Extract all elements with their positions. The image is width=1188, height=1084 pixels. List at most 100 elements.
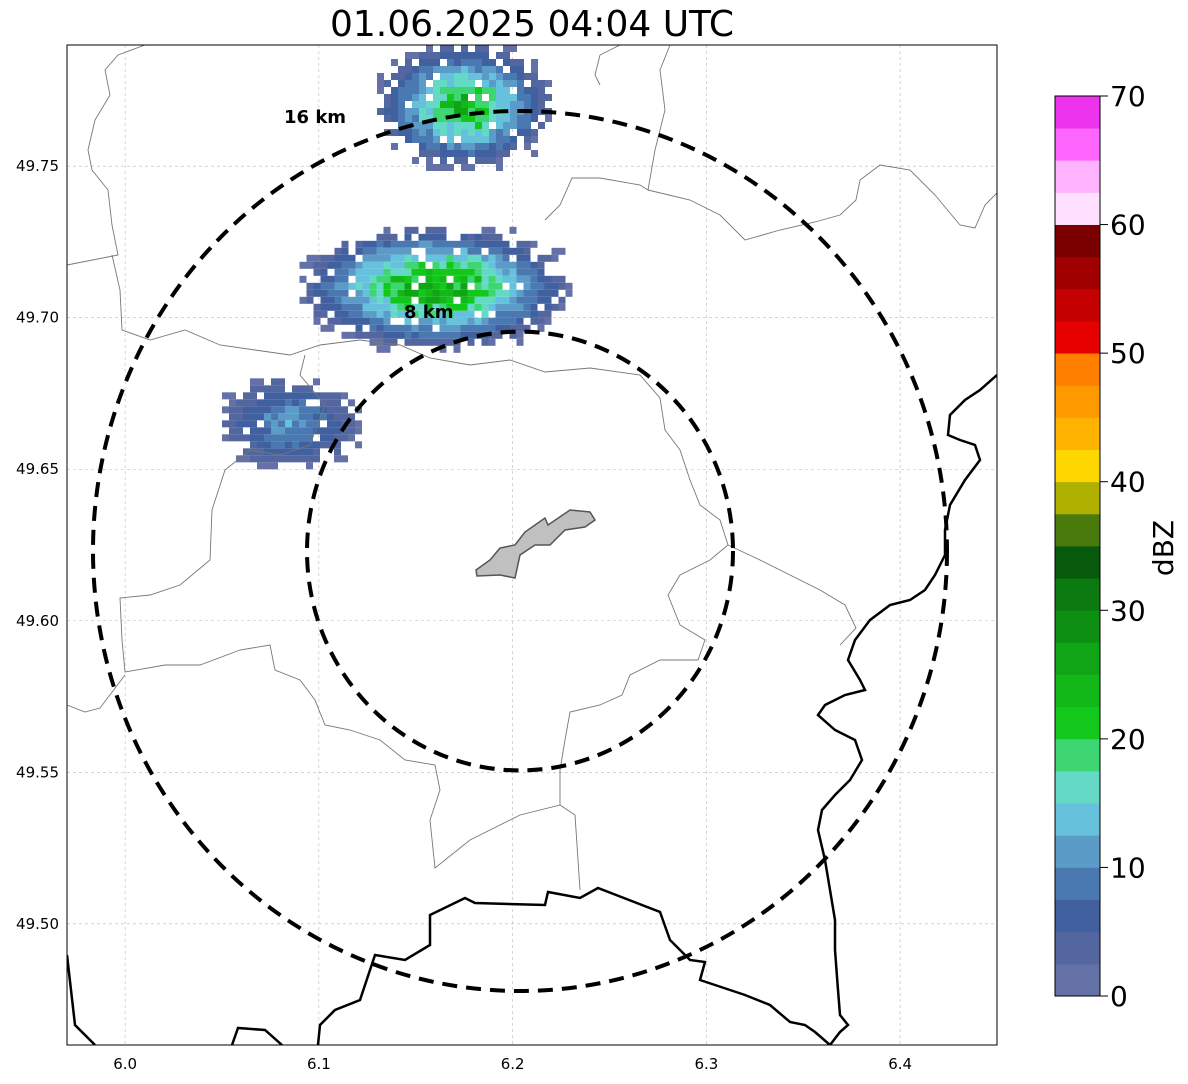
echo-pixel	[222, 420, 229, 428]
echo-pixel	[510, 108, 517, 115]
colorbar-segment	[1055, 706, 1100, 740]
echo-pixel	[362, 331, 370, 339]
echo-pixel	[482, 122, 489, 129]
echo-pixel	[468, 80, 475, 87]
echo-pixel	[362, 303, 370, 311]
echo-pixel	[468, 129, 475, 136]
echo-pixel	[292, 427, 299, 435]
echo-pixel	[523, 310, 531, 318]
echo-pixel	[440, 66, 447, 73]
echo-pixel	[502, 268, 510, 276]
echo-pixel	[264, 462, 271, 470]
echo-pixel	[264, 420, 271, 428]
echo-pixel	[405, 80, 412, 87]
echo-pixel	[398, 122, 405, 129]
echo-pixel	[460, 296, 468, 304]
echo-pixel	[271, 427, 278, 435]
echo-pixel	[341, 310, 349, 318]
echo-pixel	[299, 392, 306, 400]
echo-pixel	[306, 420, 313, 428]
echo-pixel	[376, 345, 384, 353]
echo-pixel	[313, 303, 321, 311]
echo-pixel	[439, 261, 447, 269]
echo-pixel	[460, 303, 468, 311]
echo-pixel	[348, 268, 356, 276]
colorbar-tick-label: 60	[1110, 209, 1146, 242]
colorbar-segment	[1055, 288, 1100, 322]
echo-pixel	[383, 282, 391, 290]
echo-pixel	[383, 261, 391, 269]
echo-pixel	[398, 66, 405, 73]
echo-pixel	[250, 385, 257, 393]
echo-pixel	[355, 247, 363, 255]
echo-pixel	[461, 122, 468, 129]
echo-pixel	[496, 101, 503, 108]
echo-pixel	[524, 94, 531, 101]
echo-pixel	[412, 94, 419, 101]
national-borders	[67, 374, 997, 1045]
echo-pixel	[523, 261, 531, 269]
echo-pixel	[278, 413, 285, 421]
echo-pixel	[468, 73, 475, 80]
echo-pixel	[481, 275, 489, 283]
echo-pixel	[537, 289, 545, 297]
echo-pixel	[405, 73, 412, 80]
echo-pixel	[495, 303, 503, 311]
echo-pixel	[510, 122, 517, 129]
echo-pixel	[243, 406, 250, 414]
echo-pixel	[433, 129, 440, 136]
echo-pixel	[524, 122, 531, 129]
echo-pixel	[523, 247, 531, 255]
echo-pixel	[419, 136, 426, 143]
echo-pixel	[439, 247, 447, 255]
echo-pixel	[243, 392, 250, 400]
echo-pixel	[544, 303, 552, 311]
echo-pixel	[509, 317, 517, 325]
echo-pixel	[503, 115, 510, 122]
echo-pixel	[495, 317, 503, 325]
echo-pixel	[495, 324, 503, 332]
echo-pixel	[412, 129, 419, 136]
echo-pixel	[467, 268, 475, 276]
colorbar-segment	[1055, 513, 1100, 547]
echo-pixel	[383, 226, 391, 234]
echo-pixel	[264, 427, 271, 435]
echo-pixel	[453, 275, 461, 283]
echo-pixel	[327, 441, 334, 449]
echo-pixel	[398, 80, 405, 87]
echo-pixel	[447, 73, 454, 80]
echo-pixel	[440, 143, 447, 150]
echo-pixel	[355, 240, 363, 248]
echo-pixel	[397, 275, 405, 283]
echo-pixel	[502, 317, 510, 325]
echo-pixel	[271, 406, 278, 414]
y-tick-label: 49.75	[16, 157, 59, 175]
echo-pixel	[334, 275, 342, 283]
echo-pixel	[397, 268, 405, 276]
echo-pixel	[510, 101, 517, 108]
colorbar-segment	[1055, 96, 1100, 129]
echo-pixel	[517, 66, 524, 73]
echo-pixel	[461, 59, 468, 66]
echo-pixel	[376, 282, 384, 290]
ring-label-16km: 16 km	[284, 107, 346, 128]
echo-pixel	[439, 338, 447, 346]
echo-pixel	[397, 303, 405, 311]
echo-pixel	[341, 406, 348, 414]
echo-pixel	[313, 378, 320, 386]
echo-pixel	[419, 129, 426, 136]
y-tick-label: 49.55	[16, 763, 59, 781]
echo-pixel	[524, 101, 531, 108]
echo-pixel	[229, 399, 236, 407]
echo-pixel	[411, 275, 419, 283]
y-tick-label: 49.70	[16, 309, 59, 327]
echo-pixel	[482, 87, 489, 94]
echo-pixel	[447, 136, 454, 143]
echo-pixel	[425, 247, 433, 255]
echo-pixel	[236, 420, 243, 428]
echo-pixel	[411, 303, 419, 311]
echo-pixel	[390, 310, 398, 318]
echo-pixel	[433, 59, 440, 66]
echo-pixel	[509, 282, 517, 290]
echo-pixel	[334, 289, 342, 297]
